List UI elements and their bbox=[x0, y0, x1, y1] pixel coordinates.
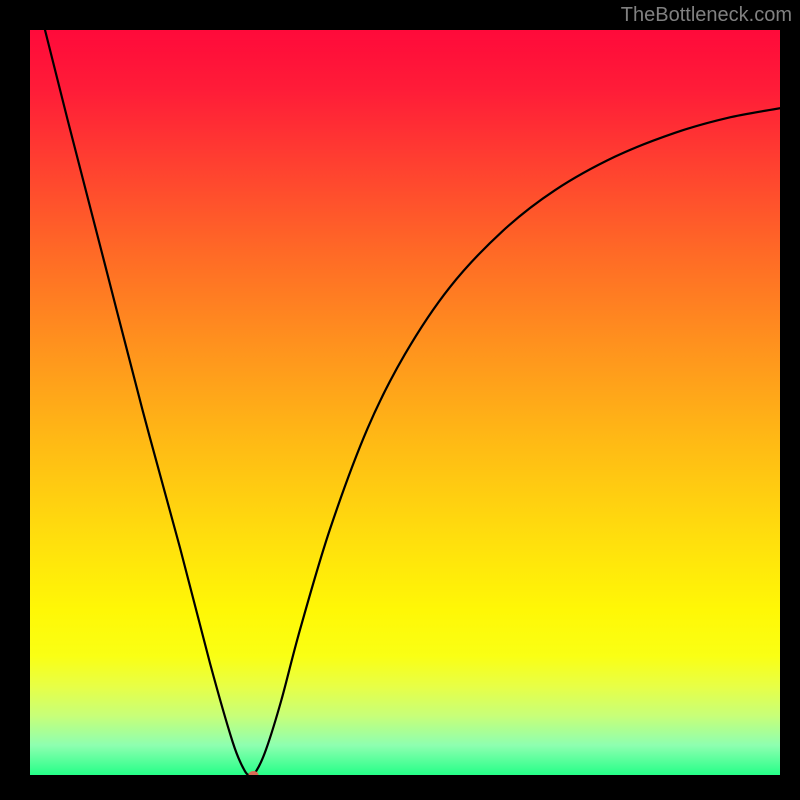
watermark-text: TheBottleneck.com bbox=[621, 4, 792, 27]
chart-svg bbox=[30, 30, 780, 775]
chart-container: TheBottleneck.com bbox=[0, 0, 800, 800]
plot-area bbox=[30, 30, 780, 775]
gradient-background bbox=[30, 30, 780, 775]
